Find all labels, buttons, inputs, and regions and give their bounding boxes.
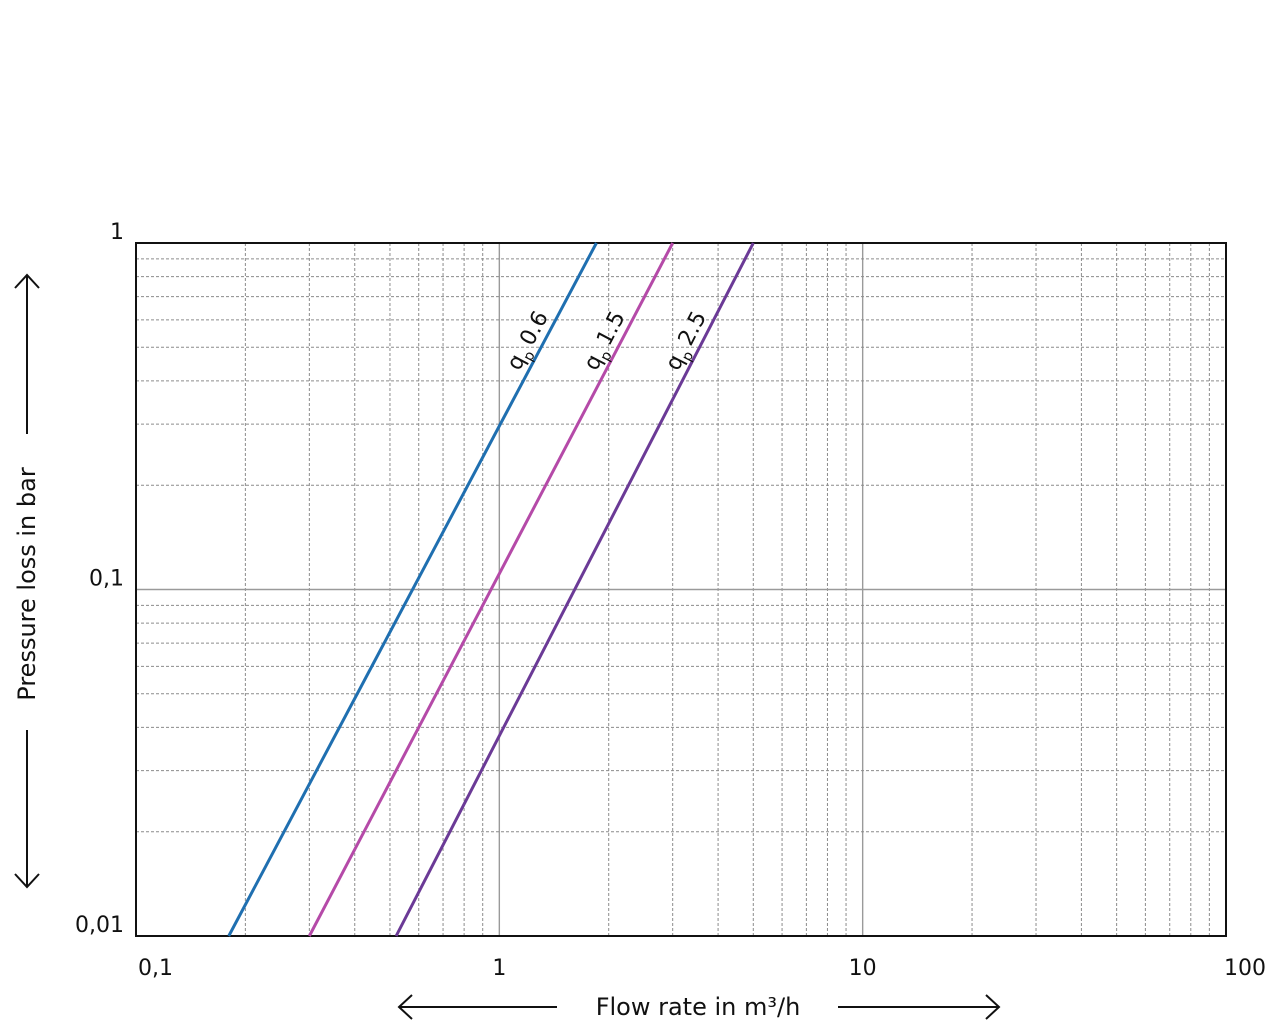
y-tick-label: 0,01: [75, 913, 124, 938]
x-tick-label: 1: [492, 956, 506, 981]
x-tick-labels: 0,1 1 10 100: [138, 956, 1266, 981]
y-axis-label-group: Pressure loss in bar: [13, 273, 41, 889]
x-axis-left-arrowhead: [397, 994, 413, 1020]
series-label-value: 0.6: [515, 307, 553, 350]
y-tick-labels: 1 0,1 0,01: [75, 220, 124, 938]
y-tick-label: 1: [110, 220, 124, 245]
series-label-value: 2.5: [674, 307, 712, 350]
chart-grid: [136, 243, 1226, 936]
y-axis-down-arrowhead: [14, 873, 40, 889]
x-tick-label: 10: [849, 956, 877, 981]
series-line-1: [227, 242, 598, 937]
x-tick-label: 100: [1224, 956, 1266, 981]
plot-frame: [135, 242, 1227, 937]
y-axis-up-arrowhead: [14, 273, 40, 289]
series-line-2: [308, 242, 675, 937]
x-axis-label-group: Flow rate in m³/h: [397, 993, 1001, 1021]
x-axis-right-arrowhead: [985, 994, 1001, 1020]
y-tick-label: 0,1: [89, 567, 124, 592]
x-tick-label: 0,1: [138, 956, 173, 981]
x-axis-label: Flow rate in m³/h: [596, 993, 801, 1021]
series-line-3: [394, 242, 755, 937]
series-label-value: 1.5: [592, 307, 630, 350]
y-axis-label: Pressure loss in bar: [13, 467, 41, 701]
